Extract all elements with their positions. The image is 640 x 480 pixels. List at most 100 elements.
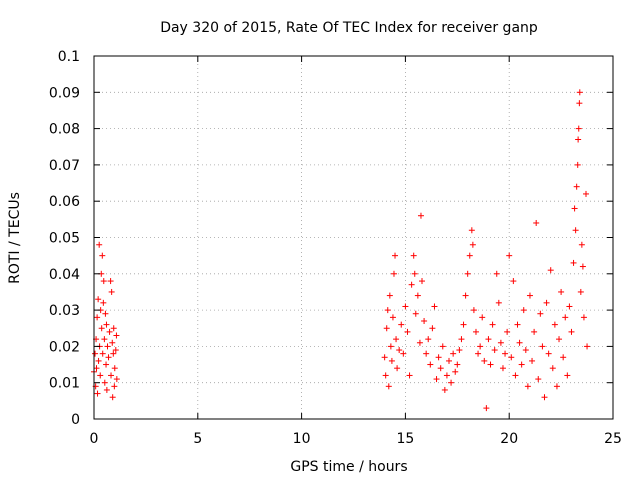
y-tick-label: 0	[71, 412, 80, 428]
data-point	[109, 394, 116, 401]
data-point	[502, 350, 509, 357]
data-point	[419, 278, 426, 285]
data-point	[584, 343, 591, 350]
data-point	[400, 350, 407, 357]
y-tick-label: 0.05	[49, 231, 80, 247]
y-tick-label: 0.07	[49, 158, 80, 174]
data-point	[383, 325, 390, 332]
data-point	[469, 241, 476, 248]
y-tick-label: 0.02	[49, 339, 80, 355]
data-point	[102, 310, 109, 317]
data-point	[573, 183, 580, 190]
data-point	[493, 270, 500, 277]
data-point	[103, 386, 110, 393]
data-point	[524, 383, 531, 390]
data-point	[504, 328, 511, 335]
data-point	[535, 376, 542, 383]
data-point	[416, 339, 423, 346]
data-point	[556, 336, 563, 343]
data-point	[113, 332, 120, 339]
data-point	[112, 347, 119, 354]
data-marks	[91, 89, 591, 412]
data-point	[576, 89, 583, 96]
y-tick-label: 0.06	[49, 194, 80, 210]
data-point	[425, 336, 432, 343]
data-point	[576, 100, 583, 107]
data-point	[460, 321, 467, 328]
data-point	[108, 288, 115, 295]
data-point	[529, 357, 536, 364]
data-point	[499, 365, 506, 372]
data-point	[464, 270, 471, 277]
data-point	[577, 288, 584, 295]
data-point	[95, 357, 102, 364]
data-point	[450, 350, 457, 357]
data-point	[462, 292, 469, 299]
data-point	[108, 372, 115, 379]
data-point	[489, 321, 496, 328]
x-tick-label: 10	[293, 431, 311, 447]
data-point	[458, 336, 465, 343]
data-point	[481, 357, 488, 364]
data-point	[106, 328, 113, 335]
data-point	[421, 317, 428, 324]
data-point	[99, 252, 106, 259]
data-point	[522, 347, 529, 354]
data-point	[472, 328, 479, 335]
data-point	[92, 350, 99, 357]
data-point	[101, 336, 108, 343]
data-point	[410, 252, 417, 259]
data-point	[466, 252, 473, 259]
data-point	[398, 321, 405, 328]
data-point	[381, 354, 388, 361]
data-point	[435, 354, 442, 361]
data-point	[574, 161, 581, 168]
data-point	[566, 303, 573, 310]
tick-labels: 0 0.01 0.02 0.03 0.04 0.05 0.06 0.07 0.08 0.09 0.1…	[49, 49, 622, 447]
data-point	[475, 350, 482, 357]
data-point	[110, 325, 117, 332]
data-point	[445, 357, 452, 364]
data-point	[477, 343, 484, 350]
data-point	[99, 350, 106, 357]
data-point	[468, 227, 475, 234]
data-point	[571, 205, 578, 212]
data-point	[491, 347, 498, 354]
data-point	[423, 350, 430, 357]
data-point	[572, 227, 579, 234]
data-point	[547, 267, 554, 274]
data-point	[389, 314, 396, 321]
data-point	[526, 292, 533, 299]
y-tick-label: 0.09	[49, 85, 80, 101]
data-point	[396, 347, 403, 354]
data-point	[103, 361, 110, 368]
data-point	[541, 394, 548, 401]
data-point	[441, 386, 448, 393]
x-tick-label: 5	[193, 431, 202, 447]
y-tick-label: 0.04	[49, 267, 80, 283]
data-point	[568, 328, 575, 335]
data-point	[575, 125, 582, 132]
data-point	[452, 368, 459, 375]
data-point	[393, 336, 400, 343]
y-tick-label: 0.01	[49, 376, 80, 392]
data-point	[539, 343, 546, 350]
data-point	[448, 379, 455, 386]
y-tick-label: 0.1	[58, 49, 80, 65]
data-point	[98, 325, 105, 332]
x-tick-label: 15	[396, 431, 414, 447]
data-point	[414, 292, 421, 299]
data-point	[404, 328, 411, 335]
data-point	[545, 350, 552, 357]
data-point	[516, 339, 523, 346]
data-point	[384, 307, 391, 314]
data-point	[411, 270, 418, 277]
data-point	[514, 321, 521, 328]
data-point	[111, 383, 118, 390]
data-point	[431, 303, 438, 310]
data-point	[97, 372, 104, 379]
data-point	[551, 321, 558, 328]
data-point	[520, 307, 527, 314]
data-point	[412, 310, 419, 317]
data-point	[100, 278, 107, 285]
